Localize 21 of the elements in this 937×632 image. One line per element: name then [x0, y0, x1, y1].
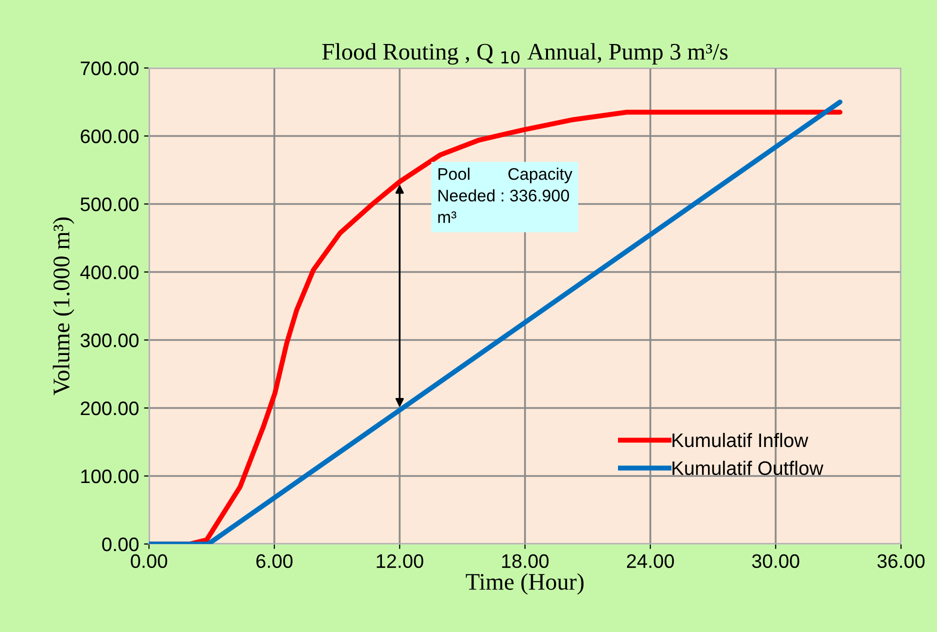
- x-tick-label: 0.00: [130, 554, 168, 568]
- chart-title: Flood Routing , Q $_{10}$ Annual, Pump 3 m³/s: [322, 43, 728, 65]
- y-axis-title: Volume (1.000 m³): [52, 217, 74, 396]
- x-tick-label: 30.00: [752, 554, 800, 568]
- y-tick-label: 600.00: [80, 129, 139, 144]
- x-tick-label: 6.00: [256, 554, 292, 568]
- x-tick-label: 18.00: [502, 554, 549, 568]
- y-tick-label: 400.00: [80, 265, 139, 280]
- x-tick-label: 36.00: [877, 554, 925, 568]
- y-tick-label: 700.00: [80, 61, 139, 76]
- x-tick-label: 12.00: [376, 554, 424, 568]
- annotation: Pool Capacity Needed : 336.900 m³: [438, 168, 572, 223]
- x-axis-title: Time (Hour): [466, 573, 584, 595]
- y-tick-label: 0.00: [102, 537, 139, 552]
- legend-label: Kumulatif Inflow: [672, 432, 808, 448]
- y-tick-label: 500.00: [80, 197, 139, 212]
- y-tick-label: 100.00: [81, 469, 139, 484]
- legend-label: Kumulatif Outflow: [672, 460, 824, 476]
- y-tick-label: 200.00: [80, 401, 139, 416]
- y-tick-label: 300.00: [80, 333, 139, 348]
- x-tick-label: 24.00: [626, 554, 674, 568]
